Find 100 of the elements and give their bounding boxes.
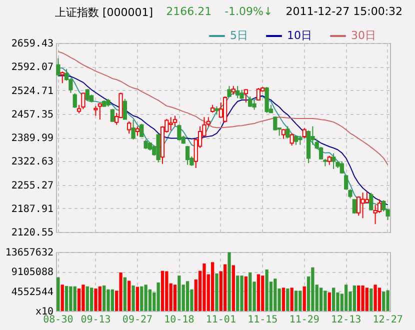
bar	[294, 290, 298, 311]
bar	[236, 276, 240, 311]
bar	[132, 286, 135, 311]
candlestick	[131, 119, 136, 140]
y-tick-label: 2659.43	[11, 38, 54, 50]
bar	[56, 277, 60, 311]
bar	[77, 288, 81, 311]
candlestick	[302, 128, 306, 139]
x-tick-label: 09-13	[80, 314, 111, 326]
x-tick-label: 08-30	[43, 314, 74, 326]
bar	[311, 267, 314, 311]
candlestick	[244, 88, 248, 103]
bar	[123, 277, 127, 311]
bar	[370, 288, 373, 311]
line-series	[58, 51, 388, 166]
candlestick	[294, 135, 298, 146]
bar	[110, 289, 114, 311]
bar	[228, 252, 231, 311]
bar	[156, 282, 160, 311]
candlestick	[223, 96, 228, 123]
candlestick	[281, 128, 286, 140]
bar	[286, 288, 290, 311]
x-tick-label: 10-18	[164, 314, 194, 326]
candlestick	[168, 116, 173, 131]
bar	[328, 292, 331, 311]
x-tick-label: 11-29	[289, 314, 320, 326]
bar	[140, 286, 144, 311]
bar	[365, 288, 369, 311]
bar	[160, 270, 164, 311]
y-tick-label: 2524.71	[11, 86, 54, 97]
bar	[102, 286, 106, 311]
bar	[382, 292, 386, 311]
candlestick	[327, 155, 332, 166]
y-tick-label: 2592.07	[11, 62, 54, 74]
legend-label: 5日	[230, 29, 248, 42]
y-tick-label: 2457.35	[11, 109, 54, 120]
bar	[240, 276, 244, 311]
candlestick	[177, 124, 182, 141]
bar	[106, 289, 110, 311]
text: -1.09%↓	[224, 5, 273, 20]
candlestick	[352, 198, 356, 214]
candlestick	[256, 88, 261, 101]
candlestick	[98, 102, 102, 120]
bar	[202, 263, 206, 311]
bar	[386, 290, 390, 311]
candlestick	[185, 145, 190, 166]
bar	[357, 286, 360, 311]
y-tick-label: 13657632	[5, 248, 54, 258]
y-tick-label: 2389.99	[11, 133, 54, 144]
candlestick	[236, 85, 240, 99]
candlestick	[127, 120, 132, 134]
bar	[60, 284, 64, 311]
y-tick-label: 2187.91	[11, 204, 54, 215]
x-tick-label: 11-15	[248, 314, 278, 326]
bar	[136, 286, 140, 311]
legend-label: 30日	[351, 29, 376, 42]
legend-label: 10日	[287, 29, 312, 42]
bar	[173, 284, 177, 311]
candlestick	[340, 160, 344, 174]
bar	[165, 271, 168, 311]
candlestick	[332, 152, 336, 170]
bar	[261, 276, 264, 311]
bar	[248, 272, 252, 311]
bar	[344, 284, 348, 311]
candlestick	[110, 108, 114, 122]
candlestick	[140, 123, 144, 138]
candlestick	[56, 58, 60, 77]
chart-title: 上证指数 [000001]	[55, 5, 154, 20]
bar	[64, 286, 68, 311]
candlestick	[60, 71, 64, 84]
bar	[178, 276, 181, 311]
bar	[98, 286, 102, 311]
x-tick-label: 11-01	[206, 314, 236, 326]
candlestick	[252, 99, 256, 110]
bar	[352, 286, 356, 311]
candlestick	[122, 98, 128, 120]
candlestick	[240, 89, 244, 100]
bar	[69, 286, 72, 311]
bar	[378, 288, 382, 311]
candlestick	[94, 105, 98, 116]
candlestick	[348, 188, 352, 199]
candlestick	[356, 196, 361, 216]
candlestick	[81, 92, 86, 110]
bar	[224, 264, 227, 311]
candlestick	[172, 115, 178, 127]
bar	[86, 286, 89, 311]
text: 2166.21	[166, 5, 212, 20]
candlestick	[344, 174, 348, 190]
candlestick	[85, 88, 90, 101]
bar	[374, 284, 377, 311]
bar	[319, 288, 323, 311]
candlestick	[298, 135, 302, 146]
y-tick-label: 9105088	[11, 267, 54, 278]
candlestick	[273, 116, 278, 131]
bar	[119, 272, 122, 311]
bar	[94, 288, 98, 311]
bar	[90, 288, 94, 311]
bar	[128, 280, 131, 311]
bar	[298, 290, 302, 311]
bar	[332, 288, 336, 311]
